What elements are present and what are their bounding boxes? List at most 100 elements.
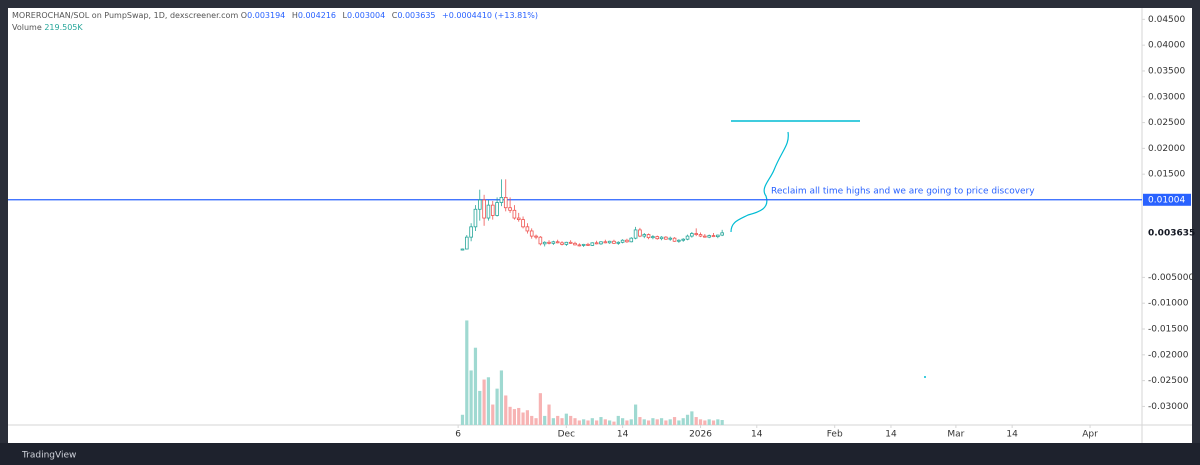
volume-bar bbox=[517, 407, 521, 425]
candle-body bbox=[473, 208, 478, 228]
candle-body bbox=[594, 242, 599, 245]
footer-logo: TradingView bbox=[21, 451, 76, 461]
chart-pane bbox=[8, 8, 1192, 443]
volume-bar bbox=[668, 419, 672, 425]
volume-bar bbox=[716, 419, 720, 425]
drawing-line bbox=[730, 131, 789, 233]
candle-body bbox=[620, 239, 625, 243]
y-tick-label: -0.01000 bbox=[1148, 299, 1189, 309]
candle-body bbox=[490, 204, 495, 216]
volume-bar bbox=[651, 418, 655, 425]
volume-bar bbox=[625, 420, 629, 425]
candle-body bbox=[694, 233, 698, 235]
volume-bar bbox=[685, 414, 690, 425]
volume-bar bbox=[491, 404, 495, 425]
x-tick-label: Dec bbox=[558, 430, 575, 440]
candle-body bbox=[547, 241, 551, 244]
ohlc-letter: C bbox=[391, 11, 398, 20]
candle-body bbox=[534, 235, 538, 238]
candle-body bbox=[551, 241, 556, 244]
y-tick-label: -0.02500 bbox=[1148, 376, 1189, 386]
candle-body bbox=[720, 232, 724, 236]
volume-bar bbox=[595, 420, 599, 425]
volume-bar bbox=[711, 420, 716, 425]
candle-body bbox=[616, 241, 621, 244]
x-tick-label: 14 bbox=[617, 430, 629, 440]
y-tick-label: 0.04500 bbox=[1148, 15, 1185, 25]
volume-bar bbox=[621, 418, 625, 425]
volume-bar bbox=[543, 415, 547, 425]
candle-body bbox=[685, 235, 690, 240]
candle-body bbox=[508, 207, 512, 211]
volume-bar bbox=[603, 419, 607, 425]
volume-bar bbox=[556, 415, 560, 425]
candle-body bbox=[529, 230, 534, 237]
ohlc-value: 0.003194 bbox=[247, 11, 286, 20]
volume-bar bbox=[508, 406, 512, 425]
volume-bar bbox=[538, 393, 542, 425]
last-price-label: 0.003635 bbox=[1148, 228, 1195, 238]
x-tick-label: 2026 bbox=[689, 430, 712, 440]
volume-label: Volume bbox=[12, 23, 42, 32]
candle-body bbox=[460, 248, 465, 251]
candle-body bbox=[469, 226, 473, 238]
candle-body bbox=[698, 234, 703, 237]
candle-body bbox=[564, 241, 569, 245]
drawing-dot bbox=[924, 376, 926, 378]
candle-body bbox=[542, 241, 547, 245]
candle-body bbox=[681, 238, 686, 241]
symbol: MOREROCHAN/SOL on PumpSwap, 1D, dexscree… bbox=[12, 11, 239, 20]
y-tick-label: 0.02000 bbox=[1148, 144, 1185, 154]
volume-bar bbox=[465, 320, 469, 425]
volume-bar bbox=[720, 420, 724, 425]
volume-bar bbox=[534, 418, 538, 425]
candle-body bbox=[707, 235, 711, 238]
x-tick-label: Feb bbox=[827, 430, 843, 440]
candle-body bbox=[538, 236, 543, 245]
candle-body bbox=[495, 202, 499, 216]
candle-body bbox=[599, 241, 603, 245]
y-tick-label: 0.04000 bbox=[1148, 41, 1185, 51]
volume-bar bbox=[564, 413, 568, 425]
volume-bar bbox=[677, 420, 681, 425]
x-tick-label: Mar bbox=[947, 430, 964, 440]
ohlc-value: 0.003635 bbox=[397, 11, 436, 20]
volume-bar bbox=[499, 370, 504, 425]
x-tick-label: 14 bbox=[885, 430, 897, 440]
ohlc-value: 0.004216 bbox=[297, 11, 336, 20]
candle-body bbox=[581, 243, 586, 246]
y-tick-label: 0.02500 bbox=[1148, 118, 1185, 128]
y-tick-label: 0.03500 bbox=[1148, 66, 1185, 76]
candle-body bbox=[625, 239, 629, 243]
candle-body bbox=[690, 233, 694, 237]
volume-bar bbox=[599, 417, 603, 425]
y-tick-label: -0.005000 bbox=[1148, 273, 1194, 283]
candle-body bbox=[521, 219, 525, 228]
volume-value: 219.505K bbox=[44, 23, 83, 32]
ohlc-value: 0.003004 bbox=[347, 11, 386, 20]
candle-body bbox=[603, 241, 608, 244]
candle-body bbox=[677, 239, 681, 242]
y-tick-label: 0.01500 bbox=[1148, 170, 1185, 180]
candle-body bbox=[464, 236, 469, 250]
y-tick-label: 0.03000 bbox=[1148, 92, 1185, 102]
candle-body bbox=[668, 237, 673, 240]
volume-bar bbox=[612, 421, 616, 425]
candle-body bbox=[486, 204, 491, 219]
volume-bar bbox=[469, 370, 473, 425]
volume-bar bbox=[590, 418, 594, 425]
volume-bar bbox=[504, 395, 508, 425]
candle-body bbox=[612, 240, 616, 244]
candle-body bbox=[590, 242, 595, 246]
volume-bar bbox=[530, 415, 534, 425]
volume-bar bbox=[569, 415, 573, 425]
ohlc-letter: O bbox=[240, 11, 248, 20]
candle-body bbox=[499, 197, 504, 203]
volume-bar bbox=[560, 418, 564, 425]
price-line-label-bg bbox=[1143, 193, 1191, 206]
legend: MOREROCHAN/SOL on PumpSwap, 1D, dexscree… bbox=[12, 10, 542, 34]
x-tick-label: 14 bbox=[751, 430, 763, 440]
volume-bar bbox=[512, 409, 517, 425]
